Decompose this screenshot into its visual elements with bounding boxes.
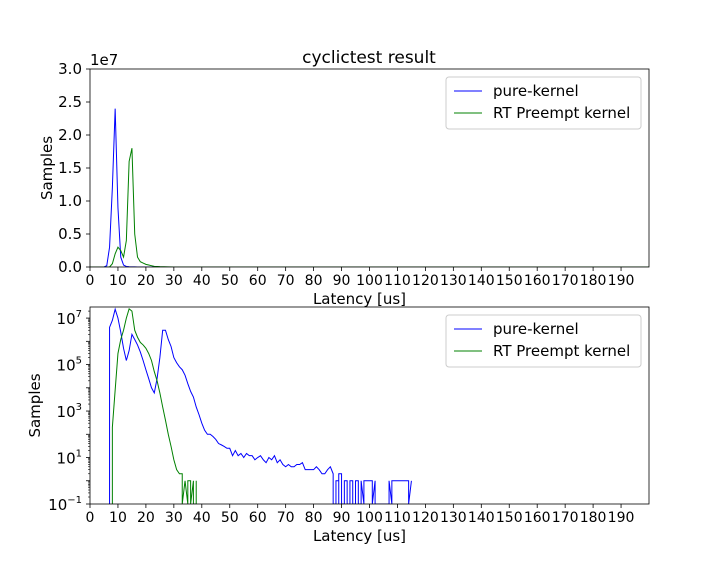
x-axis-label: Latency [us] [313, 290, 406, 308]
y-tick-label: 1.0 [58, 192, 82, 210]
series-line-pure-kernel [90, 108, 649, 267]
legend-label: pure-kernel [493, 320, 579, 338]
y-tick-label: 1.5 [58, 159, 82, 177]
x-tick-label: 110 [384, 510, 411, 526]
x-axis-label: Latency [us] [313, 527, 406, 545]
y-tick-label: 10−1 [48, 495, 82, 514]
legend-label: RT Preempt kernel [493, 342, 630, 360]
x-tick-label: 150 [496, 273, 523, 289]
y-tick-label-exponent: 7 [76, 309, 82, 320]
y-tick-label-exponent: 3 [76, 402, 82, 413]
x-tick-label: 170 [552, 273, 579, 289]
x-tick-label: 50 [221, 273, 239, 289]
x-tick-label: 140 [468, 510, 495, 526]
x-tick-label: 170 [552, 510, 579, 526]
x-tick-label: 90 [333, 273, 351, 289]
x-tick-label: 160 [524, 510, 551, 526]
x-tick-label: 40 [193, 273, 211, 289]
figure-title: cyclictest result [302, 48, 436, 68]
x-tick-label: 110 [384, 273, 411, 289]
x-tick-label: 150 [496, 510, 523, 526]
x-tick-label: 30 [165, 273, 183, 289]
legend: pure-kernel RT Preempt kernel [445, 76, 642, 130]
x-tick-label: 180 [580, 273, 607, 289]
y-tick-label-exponent: −1 [67, 495, 82, 506]
y-tick-label: 101 [57, 449, 82, 468]
x-tick-label: 70 [277, 510, 295, 526]
y-tick-label: 3.0 [58, 60, 82, 78]
y-tick-label-base: 10 [57, 450, 76, 468]
y-tick-label-base: 10 [57, 403, 76, 421]
x-tick-label: 100 [356, 273, 383, 289]
y-tick-label: 2.5 [58, 93, 82, 111]
y-tick-label: 0.5 [58, 225, 82, 243]
series-line-pure-kernel [109, 307, 412, 504]
x-tick-label: 80 [305, 273, 323, 289]
y-tick-label-exponent: 5 [76, 356, 82, 367]
y-tick-label: 103 [57, 402, 82, 421]
top-linear-panel: 0 10 20 30 40 50 60 70 80 90 100 110 120 130 140 150 160… [38, 51, 650, 308]
x-tick-label: 80 [305, 510, 323, 526]
x-tick-label: 20 [137, 273, 155, 289]
x-tick-label: 140 [468, 273, 495, 289]
y-tick-label-base: 10 [57, 310, 76, 328]
x-tick-label: 190 [608, 273, 635, 289]
legend-frame [445, 314, 642, 368]
x-tick-label: 0 [86, 510, 95, 526]
y-axis-label: Samples [26, 373, 44, 437]
y-tick-label: 0.0 [58, 258, 82, 276]
y-tick-label-exponent: 1 [76, 449, 82, 460]
x-tick-label: 120 [412, 510, 439, 526]
legend-label: pure-kernel [493, 82, 579, 100]
x-tick-label: 30 [165, 510, 183, 526]
x-tick-label: 10 [109, 510, 127, 526]
y-tick-label: 107 [57, 309, 82, 328]
x-tick-label: 130 [440, 510, 467, 526]
x-tick-label: 100 [356, 510, 383, 526]
bottom-log-panel: 0 10 20 30 40 50 60 70 80 90 100 110 120 130 140 150 160… [26, 306, 650, 545]
x-tick-label: 70 [277, 273, 295, 289]
x-tick-label: 60 [249, 273, 267, 289]
y-tick-label-base: 10 [48, 496, 67, 514]
x-tick-label: 60 [249, 510, 267, 526]
x-tick-label: 20 [137, 510, 155, 526]
x-tick-label: 10 [109, 273, 127, 289]
x-tick-label: 180 [580, 510, 607, 526]
y-offset-text: 1e7 [90, 51, 118, 69]
y-tick-label: 2.0 [58, 126, 82, 144]
y-tick-label: 105 [57, 356, 82, 375]
legend: pure-kernel RT Preempt kernel [445, 314, 642, 368]
y-axis-label: Samples [38, 136, 56, 200]
x-tick-label: 90 [333, 510, 351, 526]
x-tick-label: 50 [221, 510, 239, 526]
x-tick-label: 130 [440, 273, 467, 289]
legend-frame [445, 76, 642, 130]
x-tick-label: 40 [193, 510, 211, 526]
y-tick-label-base: 10 [57, 357, 76, 375]
legend-label: RT Preempt kernel [493, 104, 630, 122]
x-tick-label: 120 [412, 273, 439, 289]
series-line-rt-preempt-kernel [111, 307, 197, 504]
series-line-rt-preempt-kernel [90, 148, 649, 267]
x-tick-label: 0 [86, 273, 95, 289]
x-tick-label: 190 [608, 510, 635, 526]
x-tick-label: 160 [524, 273, 551, 289]
